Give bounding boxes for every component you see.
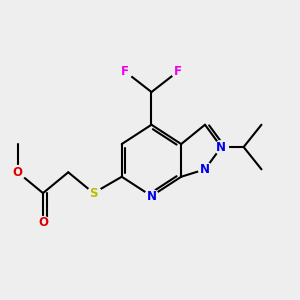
Text: N: N [200,163,210,176]
Text: N: N [146,190,157,202]
Text: F: F [121,65,129,78]
Text: S: S [89,187,98,200]
Text: N: N [216,140,226,154]
Text: O: O [13,166,23,179]
Text: O: O [38,216,48,229]
Text: F: F [174,65,182,78]
